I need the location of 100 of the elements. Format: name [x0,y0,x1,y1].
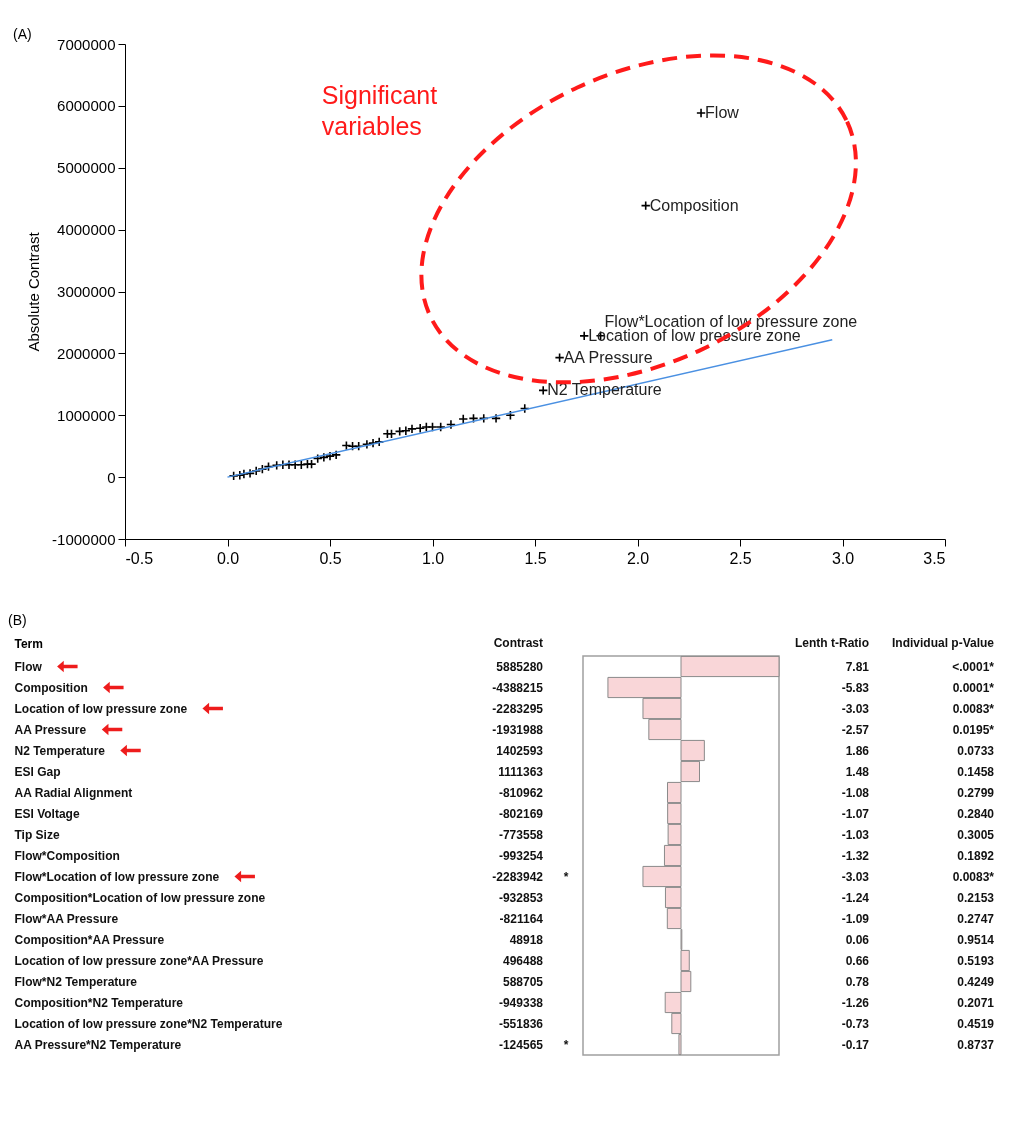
text: -1.07 [841,806,870,821]
text: -1.09 [841,911,870,926]
text: Lenth t-Ratio [795,636,869,650]
y-tick-label: 2000000 [57,344,116,362]
text: 0.06 [845,932,870,947]
data-label: 588705 [502,974,544,989]
text: 0.3005 [957,827,995,842]
text: 0.0195* [952,722,995,737]
y-tick-label: Flow*AA Pressure [14,912,119,926]
data-label: -993254 [498,848,544,863]
text: 0.1458 [957,764,995,779]
x-tick-label: 2.5 [729,549,752,567]
data-label: -124565 [498,1037,544,1052]
text: 0.2747 [957,911,995,926]
text: -3.03 [841,701,870,716]
x-tick-label: -0.5 [125,549,154,567]
y-tick-label: 7000000 [57,35,116,53]
y-tick-label: 3000000 [57,283,116,300]
y-tick-label: AA Radial Alignment [14,786,133,800]
y-tick-label: Flow [14,660,43,674]
y-tick-label: AA Pressure*N2 Temperature [14,1038,182,1052]
text: -3.03 [841,869,870,884]
text: 1.48 [845,764,870,779]
x-tick-label: 3.0 [831,549,855,567]
text: -1.03 [841,827,870,842]
text: 0.0083* [952,869,995,884]
y-axis-title: Absolute Contrast [25,231,43,352]
data-label: -551836 [498,1016,544,1031]
y-tick-label: Location of low pressure zone*AA Pressure [14,954,264,968]
annotation: Composition [649,196,739,214]
text: 0.2840 [957,806,995,821]
text: -2.57 [841,722,870,737]
y-tick-label: Flow*Location of low pressure zone [14,870,220,884]
text: * [563,869,569,884]
text: -1.24 [841,890,870,905]
text: 0.0001* [952,680,995,695]
y-tick-label: Flow*Composition [14,849,120,863]
annotation: AA Pressure [563,348,653,366]
x-tick-label: 1.0 [421,549,445,567]
annotation: Flow [705,103,740,121]
y-tick-label: AA Pressure [14,723,87,737]
text: -1.32 [841,848,870,863]
y-tick-label: 1000000 [57,406,116,424]
data-label: 5885280 [496,659,544,674]
text: -5.83 [841,680,870,695]
text: 0.9514 [957,932,995,947]
y-tick-label: Composition*AA Pressure [14,933,165,947]
text: -1.26 [841,995,870,1010]
text: 7.81 [845,659,870,674]
y-tick-label: Tip Size [14,828,60,842]
text: 0.78 [845,974,870,989]
x-tick-label: 0.5 [319,549,342,567]
y-tick-label: Composition*Location of low pressure zone [14,891,266,905]
y-tick-label: ESI Gap [14,765,61,779]
text: 0.4519 [957,1016,995,1031]
data-label: -802169 [498,806,544,821]
text: 0.4249 [957,974,995,989]
data-label: 1402593 [496,743,544,758]
y-tick-label: -1000000 [52,530,116,548]
text: (A) [13,26,32,42]
data-label: 48918 [509,932,544,947]
text: 0.8737 [957,1037,995,1052]
text: Contrast [493,636,543,650]
y-tick-label: Location of low pressure zone*N2 Temperature [14,1017,283,1031]
text: 0.1892 [957,848,995,863]
x-tick-label: 0.0 [216,549,240,567]
data-label: -810962 [498,785,544,800]
data-label: -1931988 [492,722,544,737]
data-label: -932853 [498,890,544,905]
text: 0.2153 [957,890,995,905]
text: 0.66 [845,953,870,968]
text: 0.0733 [957,743,995,758]
text: -1.08 [841,785,870,800]
text: -0.17 [841,1037,870,1052]
text: Individual p-Value [891,636,995,650]
y-tick-label: 4000000 [57,221,116,239]
text: 0.0083* [952,701,995,716]
data-label: 496488 [502,953,544,968]
x-tick-label: 3.5 [923,549,946,567]
y-tick-label: Flow*N2 Temperature [14,975,138,989]
y-tick-label: Composition [14,681,88,695]
data-label: -773558 [498,827,544,842]
text: 1.86 [845,743,870,758]
data-label: -4388215 [492,680,544,695]
y-tick-label: N2 Temperature [14,744,106,758]
text: 0.5193 [957,953,995,968]
text: -0.73 [841,1016,870,1031]
y-tick-label: ESI Voltage [14,807,80,821]
data-label: -949338 [498,995,544,1010]
y-tick-label: 0 [107,468,116,486]
data-label: 1111363 [498,764,544,779]
x-tick-label: 2.0 [626,549,650,567]
y-tick-label: Composition*N2 Temperature [14,996,184,1010]
data-label: -821164 [499,911,544,926]
data-label: -2283942 [492,869,544,884]
text: 0.2799 [957,785,995,800]
y-tick-label: Location of low pressure zone [14,702,188,716]
text: <.0001* [952,659,995,674]
text: * [563,1037,569,1052]
data-label: -2283295 [492,701,544,716]
